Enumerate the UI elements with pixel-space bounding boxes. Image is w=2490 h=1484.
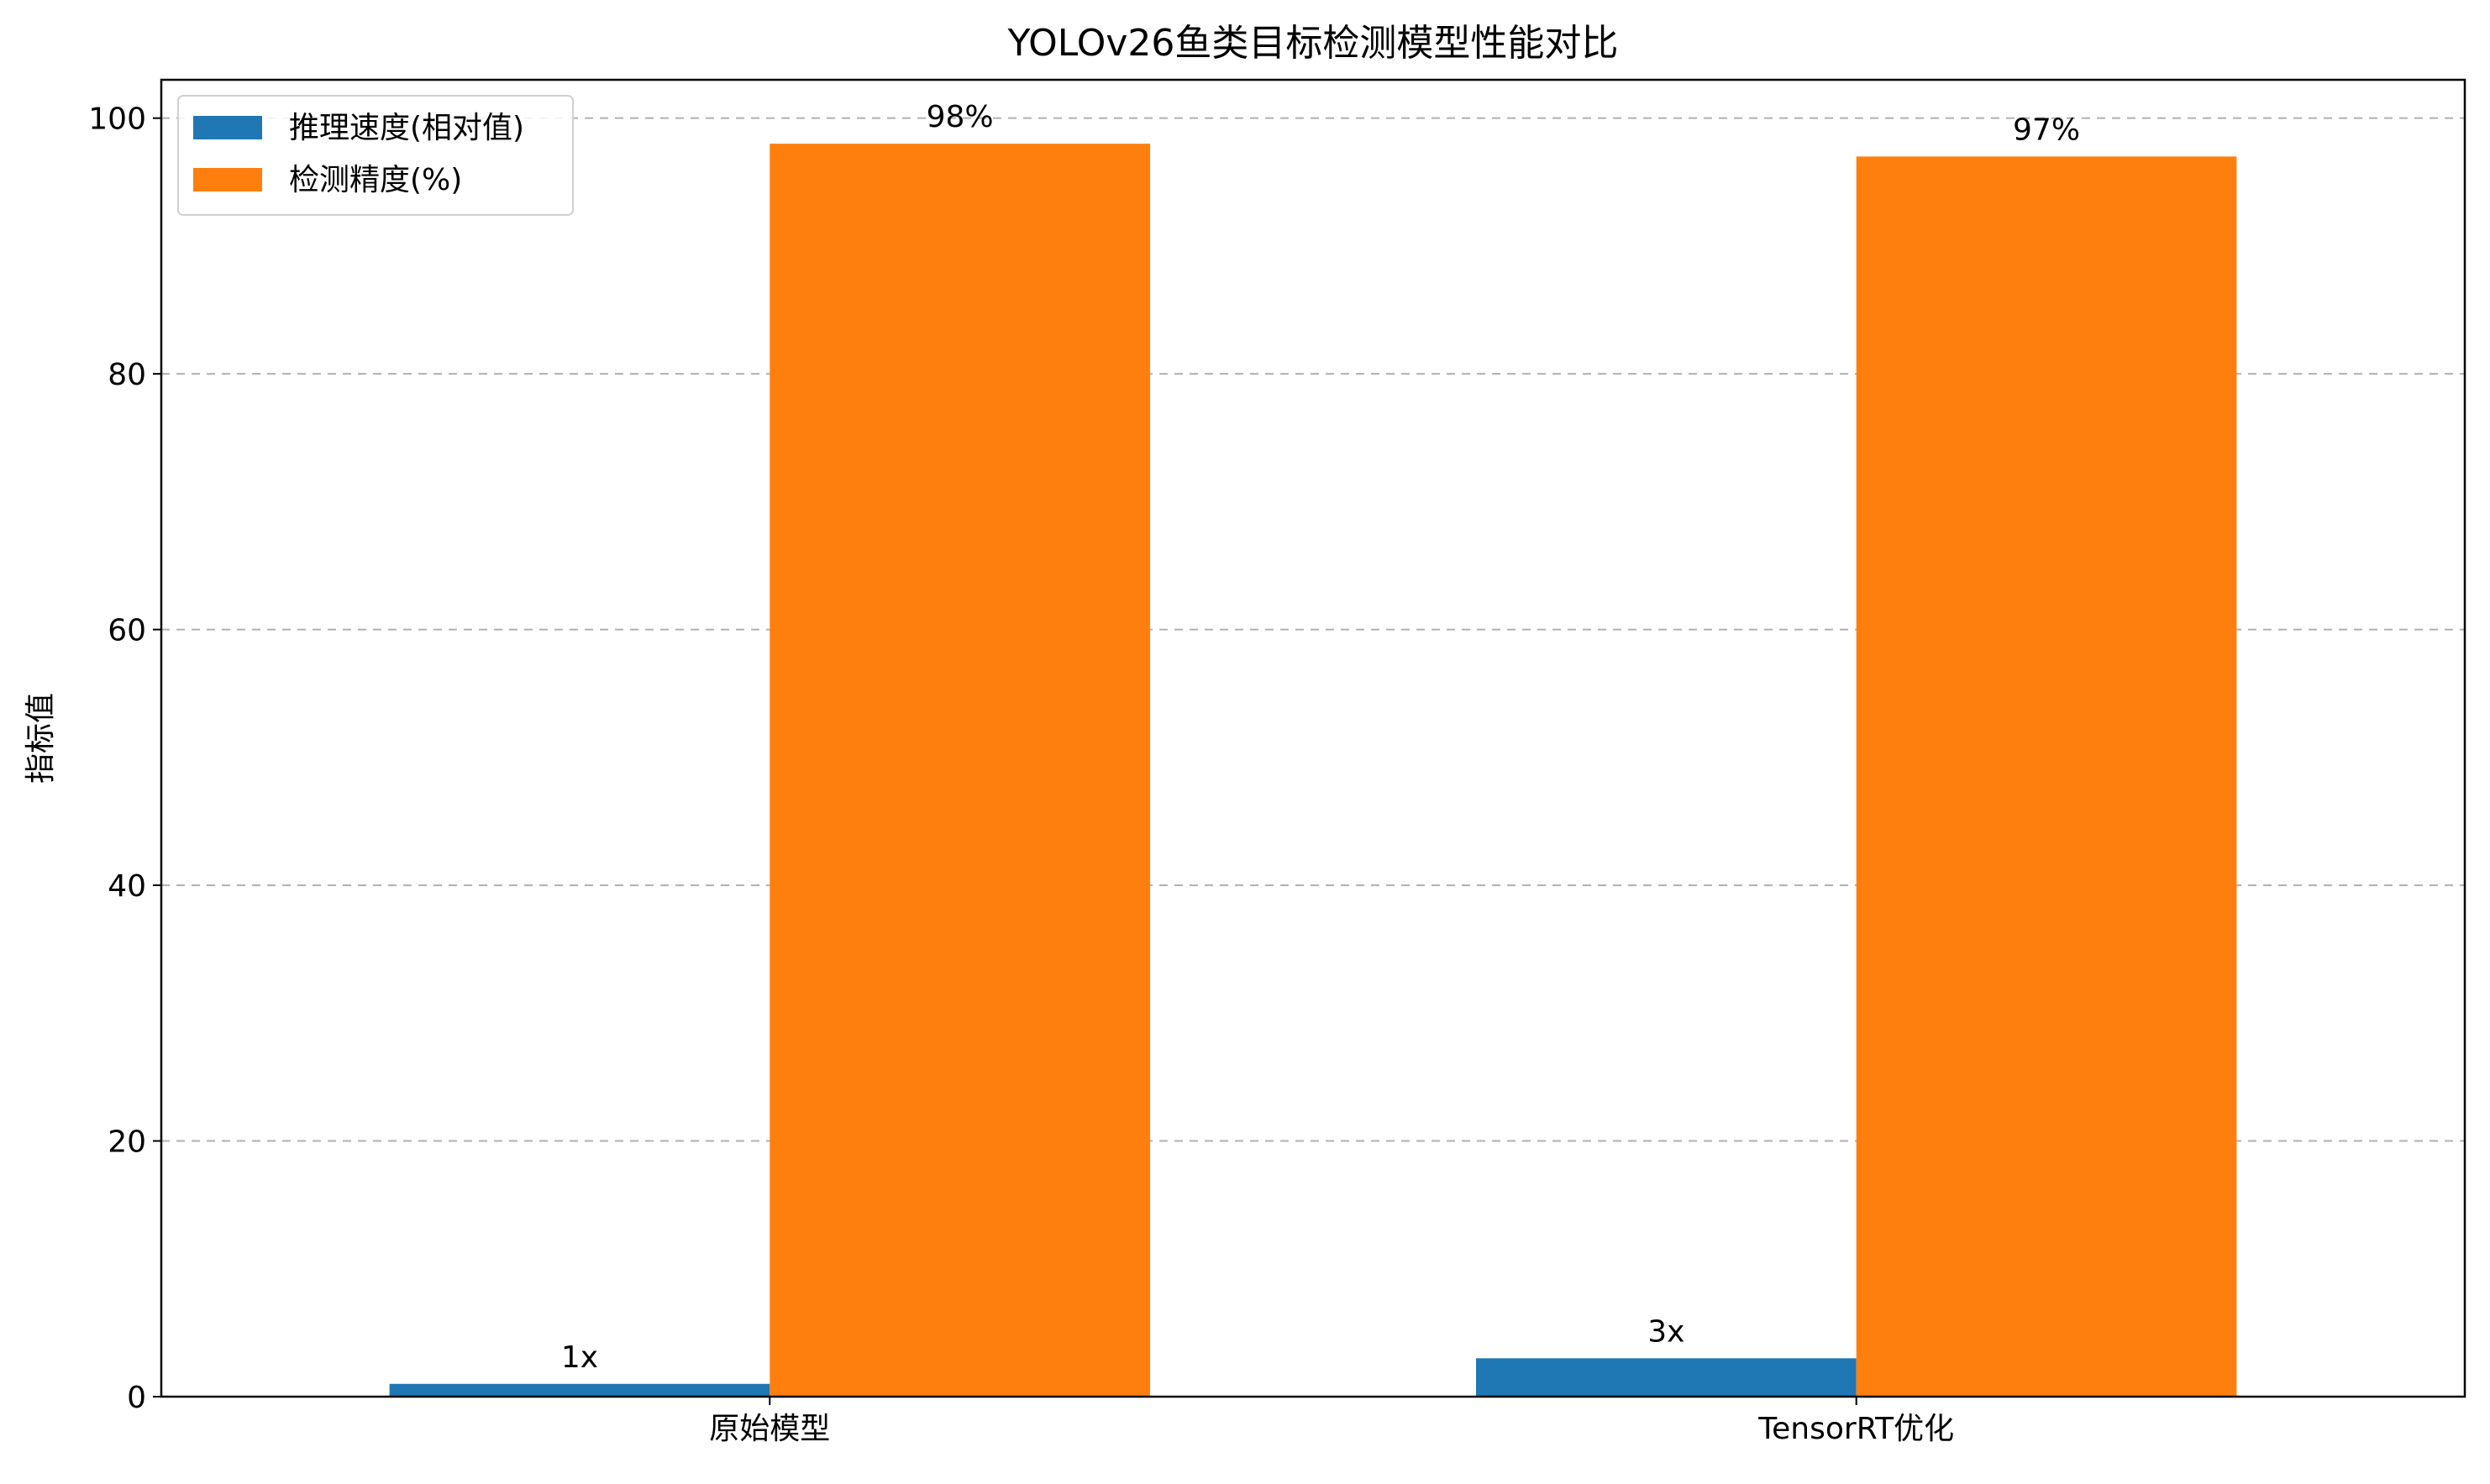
y-tick-label: 80 xyxy=(108,358,146,392)
data-label: 3x xyxy=(1647,1314,1684,1349)
legend-label: 推理速度(相对值) xyxy=(289,111,524,145)
bar xyxy=(389,1383,770,1397)
datalabels-layer: 1x 98% 3x 97% xyxy=(561,100,2080,1375)
legend: 推理速度(相对值) 检测精度(%) xyxy=(177,95,574,216)
x-axis-ticks: 原始模型 TensorRT优化 xyxy=(709,1397,1954,1446)
bar xyxy=(1476,1358,1857,1397)
chart-title: YOLOv26鱼类目标检测模型性能对比 xyxy=(1007,22,1619,65)
legend-box xyxy=(177,95,574,216)
data-label: 97% xyxy=(2013,113,2080,147)
bars-layer xyxy=(389,144,2237,1397)
y-tick-label: 40 xyxy=(108,869,146,904)
y-tick-label: 0 xyxy=(127,1381,146,1415)
legend-swatch xyxy=(193,168,262,191)
plot-frame xyxy=(160,78,2466,1398)
legend-label: 检测精度(%) xyxy=(289,163,462,197)
x-tick-label: TensorRT优化 xyxy=(1757,1412,1954,1446)
y-tick-label: 60 xyxy=(108,614,146,648)
x-tick-label: 原始模型 xyxy=(709,1412,830,1446)
legend-swatch xyxy=(193,116,262,139)
bar xyxy=(1856,156,2237,1397)
data-label: 98% xyxy=(927,100,994,134)
y-axis-label: 指标值 xyxy=(24,693,58,784)
data-label: 1x xyxy=(561,1340,598,1375)
bar xyxy=(770,144,1150,1397)
y-tick-label: 20 xyxy=(108,1125,146,1160)
y-tick-label: 100 xyxy=(88,102,146,137)
y-axis-ticks: 0 20 40 60 80 100 xyxy=(88,102,161,1415)
